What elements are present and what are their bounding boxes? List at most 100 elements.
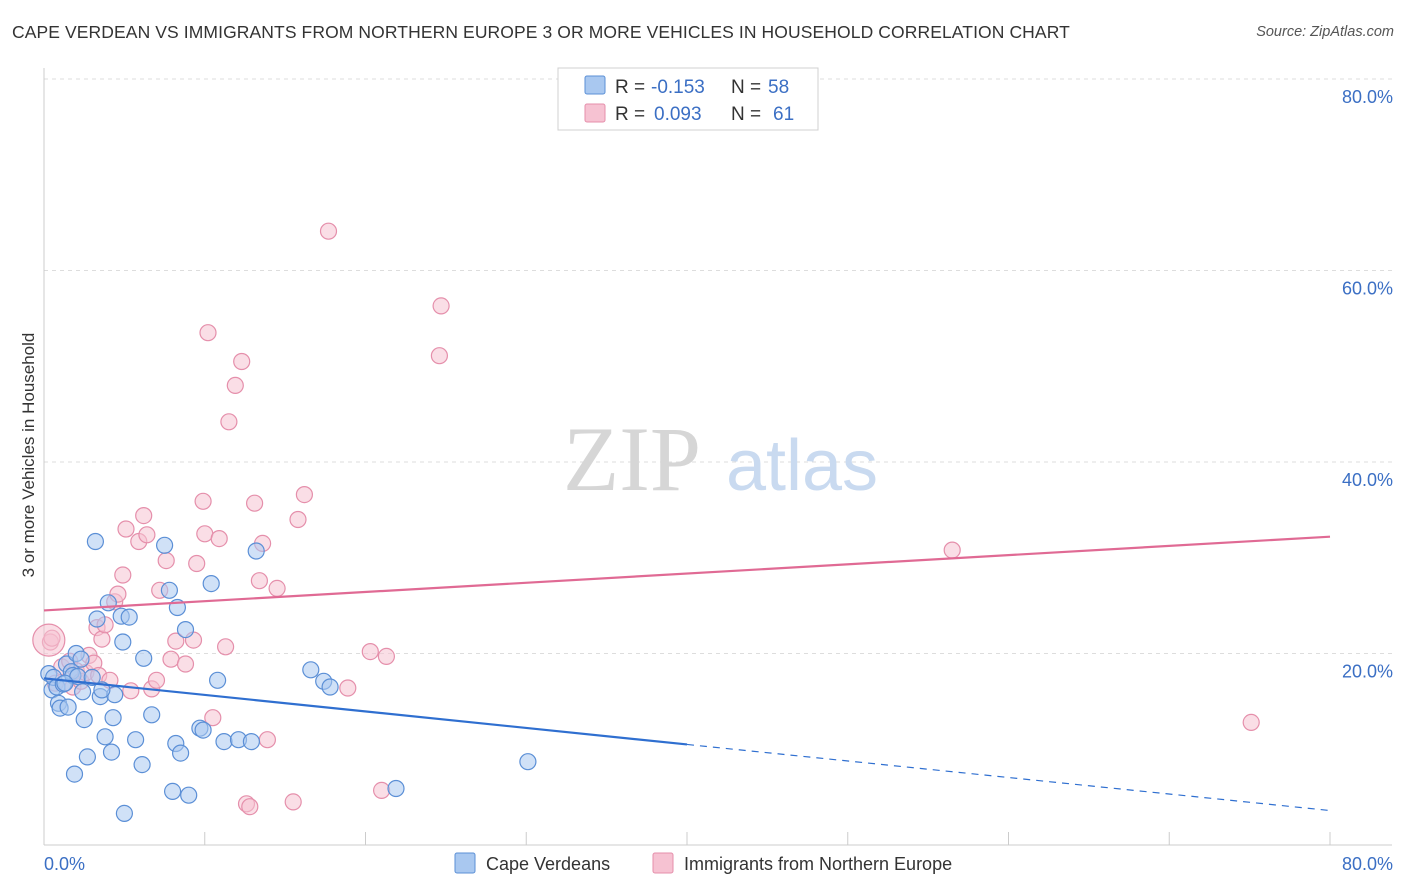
point-pink-large [32,623,66,657]
point-pink-57 [430,347,448,365]
point-pink-22 [135,506,153,525]
stats-legend-swatch-blue [584,75,606,95]
point-pink-47 [258,731,276,749]
point-blue-14 [72,650,90,668]
y-axis-label: 3 or more Vehicles in Household [19,333,38,578]
point-pink-52 [319,222,338,240]
point-blue-50 [247,542,265,560]
point-blue-25 [104,709,122,727]
point-blue-24 [102,743,121,761]
point-blue-49 [242,732,260,751]
point-pink-32 [188,554,206,573]
point-blue-35 [156,536,174,554]
stats-r-value-pink: 0.093 [654,104,702,125]
chart-title: CAPE VERDEAN VS IMMIGRANTS FROM NORTHERN… [12,22,1070,42]
data-points [32,222,1260,823]
trend-line-northern-europe [43,535,1331,612]
point-pink-23 [138,526,156,544]
point-blue-40 [172,744,190,762]
point-pink-38 [217,638,235,656]
point-pink-43 [241,798,259,816]
point-blue-28 [114,633,132,651]
point-pink-39 [220,413,238,431]
point-blue-32 [133,755,151,774]
point-blue-22 [96,728,114,746]
point-pink-58 [432,297,450,315]
point-pink-35 [199,324,217,342]
point-blue-55 [519,753,537,771]
point-pink-44 [246,494,264,512]
point-pink-29 [167,632,185,650]
point-pink-37 [210,529,228,548]
point-blue-44 [194,721,212,739]
legend-label-northern-europe: Immigrants from Northern Europe [684,854,952,874]
point-blue-23 [99,594,117,612]
point-pink-53 [339,679,357,697]
point-blue-30 [120,608,138,626]
point-pink-49 [284,793,302,811]
point-blue-47 [215,732,233,751]
point-pink-13 [93,630,111,648]
point-pink-20 [122,682,140,700]
watermark-zip: ZIP [563,408,701,510]
point-blue-11 [65,765,84,783]
x-tick-label-min: 0.0% [44,854,85,874]
stats-n-value-pink: 61 [773,104,794,125]
source-label: Source: ZipAtlas.com [1256,24,1394,40]
point-pink-34 [196,525,214,543]
x-tick-label-max: 80.0% [1342,854,1393,874]
point-pink-60 [1242,713,1260,732]
stats-r-label-pink: R = [615,104,645,125]
legend-swatch-cape-verdeans [454,852,476,874]
point-pink-19 [117,520,135,538]
point-pink-55 [373,781,391,800]
point-pink-36 [204,709,222,727]
point-blue-36 [160,581,178,599]
point-blue-29 [115,804,134,823]
point-blue-19 [86,532,105,551]
trend-line-cape-verdeans-extension [686,743,1331,812]
point-pink-45 [250,572,268,590]
point-blue-51 [302,661,320,679]
legend-label-cape-verdeans: Cape Verdeans [486,854,610,874]
point-blue-17 [78,748,97,766]
point-pink-54 [361,642,379,661]
point-blue-20 [88,610,106,628]
point-pink-33 [194,492,212,510]
point-pink-25 [147,671,166,689]
point-blue-34 [143,706,161,724]
y-tick-label-60: 60.0% [1342,279,1393,299]
y-tick-label-40: 40.0% [1342,470,1393,490]
stats-n-label-pink: N = [731,104,761,125]
point-pink-27 [157,551,175,570]
point-pink-50 [289,510,307,529]
legend-swatch-northern-europe [652,852,674,874]
point-blue-37 [164,782,182,801]
point-blue-18 [83,668,101,687]
watermark-atlas: atlas [726,426,878,506]
point-blue-53 [321,678,339,696]
point-blue-45 [202,574,220,593]
trend-lines [43,535,1331,812]
stats-legend-swatch-pink [584,103,606,123]
point-pink-56 [377,647,395,666]
stats-n-value-blue: 58 [768,77,789,98]
axes: 20.0% 40.0% 60.0% 80.0% [43,68,1393,846]
point-blue-16 [75,710,93,729]
point-pink-18 [114,566,132,584]
stats-n-label-blue: N = [731,77,761,98]
point-pink-41 [233,352,251,371]
point-blue-56 [56,674,74,692]
point-blue-15 [73,683,92,701]
point-blue-8 [59,698,77,716]
stats-legend: R = -0.153 N = 58 R = 0.093 N = 61 [557,67,819,131]
y-tick-label-20: 20.0% [1342,662,1393,682]
point-blue-54 [387,779,405,798]
trend-line-cape-verdeans [43,677,688,746]
point-pink-48 [268,579,286,598]
watermark: ZIP atlas [563,408,878,510]
point-blue-31 [127,731,145,749]
point-blue-42 [180,786,198,804]
series-legend: Cape Verdeans Immigrants from Northern E… [454,852,952,874]
